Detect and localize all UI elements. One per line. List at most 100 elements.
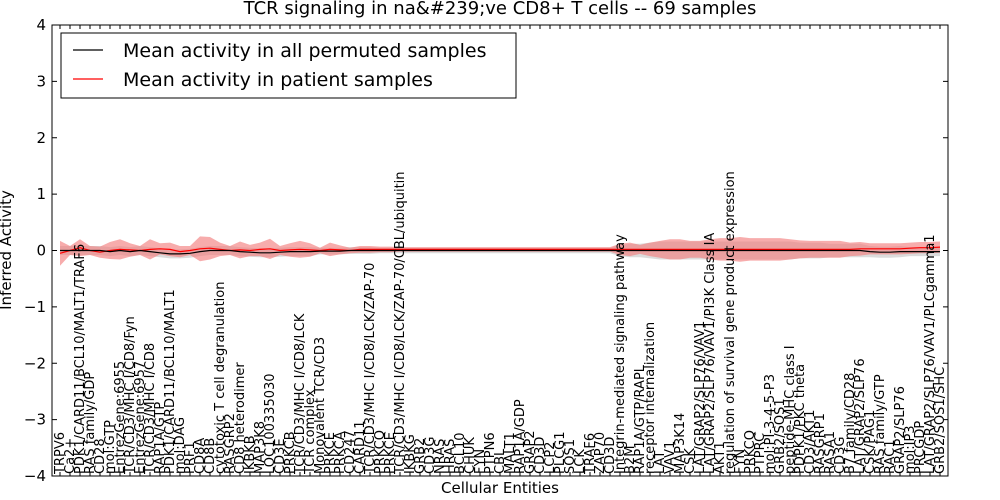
x-category-label: PRKCE xyxy=(383,432,398,474)
x-category-label: CD3G xyxy=(833,437,848,474)
x-category-label: PTPN6 xyxy=(483,432,498,474)
x-axis-label: Cellular Entities xyxy=(441,479,559,497)
x-category-label: mol:PI-3-4-5-P3 xyxy=(763,374,778,474)
x-category-label: Ca2+ xyxy=(63,438,78,474)
x-category-label: cytotoxic T cell degranulation xyxy=(213,282,228,474)
x-category-label: CBL xyxy=(493,448,508,474)
series-lines xyxy=(59,246,941,255)
x-category-label: TCR/CD3/MHC I/CD8/LCK/ZAP-70/CBL/ubiquit… xyxy=(393,171,408,475)
x-category-label: RAP1A/GDP xyxy=(513,399,528,474)
x-category-label: TCR/CD3/MHC I/CD8 xyxy=(143,343,158,475)
x-category-label: RASGRP1 xyxy=(813,413,828,474)
x-category-label: B7 family/CD28 xyxy=(843,373,858,474)
x-category-label: receptor internalization xyxy=(643,322,658,474)
x-category-label: PRKCE xyxy=(323,432,338,474)
x-category-label: MAP3K8 xyxy=(253,421,268,474)
y-tick-label: 2 xyxy=(36,129,46,147)
x-category-label: CD3E xyxy=(273,438,288,474)
x-category-label: AKT1 xyxy=(713,441,728,474)
x-category-label: RAP1A/GTP/RAPL xyxy=(633,364,648,474)
permuted-mean-line xyxy=(60,249,940,255)
x-category-label: GRB2/SOS1/SHC xyxy=(933,367,948,474)
x-category-label: PDK1/CARD11/BCL10/MALT1 xyxy=(163,289,178,474)
x-category-label: HRAS xyxy=(443,439,458,474)
x-category-label: LAT xyxy=(653,451,668,474)
x-category-label: PRCGDP xyxy=(913,421,928,474)
y-axis: −4 −3 −2 −1 0 1 2 3 4 xyxy=(24,16,948,485)
x-category-label: PTPRC xyxy=(753,433,768,474)
x-category-label: TRPV6 xyxy=(53,432,68,475)
x-category-label: PRKCQ xyxy=(743,430,758,474)
x-category-label: MALT1 xyxy=(503,432,518,474)
x-category-label: mol:GTP xyxy=(103,420,118,474)
x-category-label: Monovalent TCR/CD3 xyxy=(313,337,328,474)
x-category-label: CARD11 xyxy=(353,420,368,474)
y-tick-label: 4 xyxy=(36,16,46,34)
x-category-label: LAT/GRAP2/SLP76 xyxy=(853,358,868,474)
x-category-label: CD3/AKT1 xyxy=(803,410,818,474)
x-category-label: GRAP2/SLP76 xyxy=(893,386,908,474)
x-category-label: NRAS xyxy=(433,439,448,474)
x-category-label: CSK xyxy=(683,448,698,474)
x-category-label: RASGRP2 xyxy=(223,413,238,474)
x-category-label: MAP3K14 xyxy=(673,413,688,474)
y-tick-label: −4 xyxy=(24,467,46,485)
x-category-label: CD8 heterodimer xyxy=(233,362,248,474)
x-category-label: SOS1 xyxy=(563,439,578,474)
x-category-label: regulation of survival gene product expr… xyxy=(723,171,738,474)
x-category-label: FYN xyxy=(733,449,748,474)
y-tick-label: 0 xyxy=(36,242,46,260)
x-category-label: LCK xyxy=(573,449,588,474)
x-category-label: Integrin-mediated signaling pathway xyxy=(613,234,628,474)
x-category-label: GRB2/SOS1 xyxy=(773,398,788,474)
x-category-label: EntrezGene:6955 xyxy=(113,361,128,474)
x-category-label: VAV1 xyxy=(663,441,678,474)
x-category-label: ZAP70 xyxy=(593,432,608,474)
x-category-label: PRKCB xyxy=(283,431,298,474)
x-category-label: BCL10 xyxy=(453,432,468,474)
x-category-label: IKBKB xyxy=(243,435,258,474)
y-tick-label: −2 xyxy=(24,354,46,372)
x-category-label: PRKCQ xyxy=(373,430,388,474)
chart-title: TCR signaling in na&#239;ve CD8+ T cells… xyxy=(243,0,757,19)
patient-mean-line xyxy=(59,246,941,254)
x-category-label: TCR/CD3/MHC I/CD8/LCK xyxy=(293,313,308,475)
x-category-label: LCP2 xyxy=(543,442,558,474)
x-category-label: TRAF6 xyxy=(583,433,598,475)
x-category-label: B2M xyxy=(623,446,638,474)
x-category-label: peptide-MHC class I xyxy=(783,345,798,474)
x-category-label: TCR complex xyxy=(303,389,318,475)
legend-box xyxy=(60,32,517,99)
y-tick-label: −1 xyxy=(24,298,46,316)
y-tick-label: 3 xyxy=(36,72,46,90)
x-category-label: GRB2 xyxy=(413,438,428,474)
x-category-label: GRAP2 xyxy=(523,430,538,474)
x-category-label: RAS family/GDP xyxy=(83,372,98,474)
x-category-label: PRKCA xyxy=(333,431,348,474)
x-category-label: PDPK1/PKC theta xyxy=(793,364,808,474)
y-axis-label: Inferred Activity xyxy=(0,190,15,310)
x-category-label: PRF1 xyxy=(183,441,198,474)
x-category-label: CD247 xyxy=(343,430,358,474)
x-category-label: IKBKG xyxy=(403,434,418,474)
legend: Mean activity in all permuted samples Me… xyxy=(60,32,517,99)
x-category-label: LAT/GRAP2/SLP76/VAV1 xyxy=(693,321,708,474)
plot-frame xyxy=(51,24,949,477)
x-category-label: LAT/GRAP2/SLP76/VAV1/PI3K Class IA xyxy=(703,233,718,474)
x-category-label: TCR/CD3/MHC I/CD8/LCK/ZAP-70 xyxy=(363,263,378,475)
legend-label-permuted: Mean activity in all permuted samples xyxy=(123,40,486,62)
x-category-label: CD3D xyxy=(603,437,618,474)
x-category-label: CD8B xyxy=(203,438,218,474)
x-category-label: CD3G xyxy=(423,437,438,474)
x-category-label: mol:DAG xyxy=(173,417,188,474)
x-category-label: EntrezGene:6957 xyxy=(133,361,148,474)
x-category-label: PLCG1 xyxy=(553,431,568,474)
x-category-label: CD28 xyxy=(93,438,108,474)
x-category-label: RAC1 xyxy=(883,439,898,474)
x-category-label: PDK1/CARD11/BCL10/MALT1/TRAF6 xyxy=(73,244,88,474)
x-category-label: CSK/PAG1 xyxy=(863,410,878,474)
x-category-label: LOC100335030 xyxy=(263,373,278,474)
x-category-label: LAT/GRAP2/SLP76/VAV1/PLCgamma1 xyxy=(923,234,938,474)
y-tick-label: 1 xyxy=(36,185,46,203)
